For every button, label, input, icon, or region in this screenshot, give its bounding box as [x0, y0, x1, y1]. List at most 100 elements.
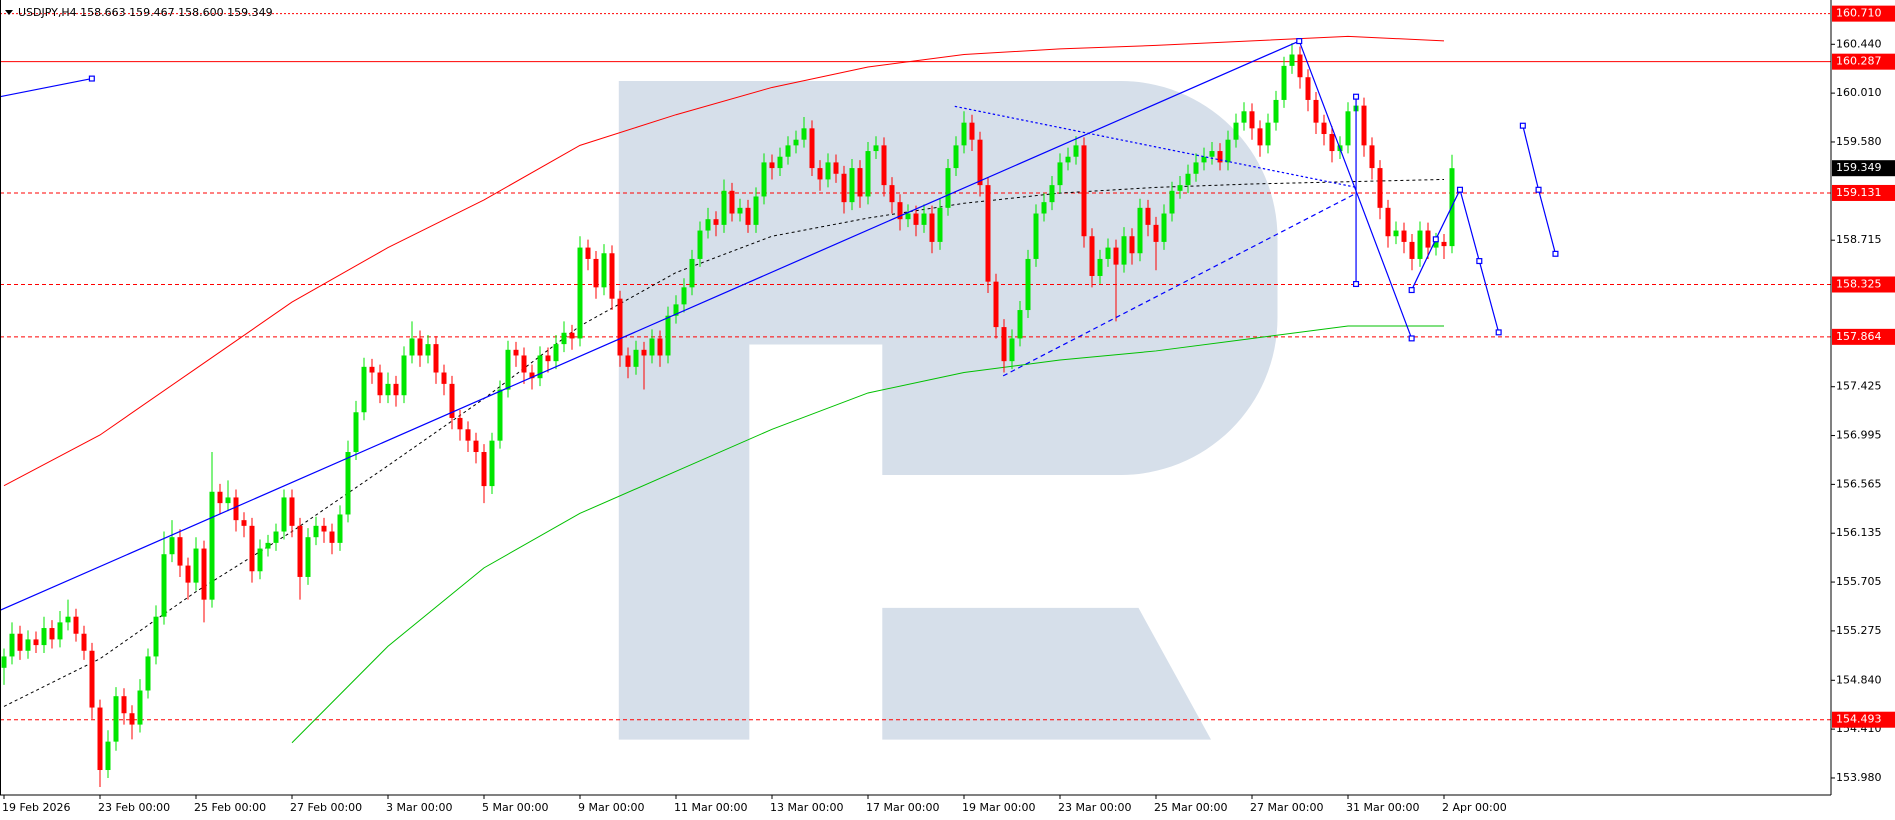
- candle-body: [1217, 151, 1223, 163]
- candle-body: [1009, 338, 1015, 362]
- marker: [1476, 258, 1483, 265]
- candle-body: [361, 366, 367, 413]
- candle-body: [849, 168, 855, 203]
- candle-body: [369, 366, 375, 373]
- trend-line: [1002, 192, 1357, 377]
- candle-body: [689, 258, 695, 288]
- candle-body: [1257, 128, 1263, 146]
- candle-body: [569, 332, 575, 339]
- candle-body: [673, 304, 679, 316]
- x-tick-label: 11 Mar 00:00: [674, 801, 747, 814]
- candle-body: [489, 440, 495, 487]
- candle-body: [65, 616, 71, 623]
- y-tick-label: 160.440: [1836, 37, 1882, 50]
- candle-body: [1209, 151, 1215, 157]
- drawings: [0, 38, 1559, 611]
- candle-body: [937, 207, 943, 242]
- x-tick-label: 23 Feb 00:00: [98, 801, 170, 814]
- marker: [1353, 93, 1360, 100]
- candle-body: [577, 247, 583, 339]
- candle-body: [633, 349, 639, 367]
- candle-body: [1225, 139, 1231, 163]
- candle-body: [1137, 207, 1143, 254]
- candle-body: [665, 315, 671, 356]
- x-tick-label: 27 Feb 00:00: [290, 801, 362, 814]
- candle-body: [1001, 327, 1007, 362]
- candle-body: [585, 247, 591, 259]
- y-tick-label: 156.565: [1836, 477, 1882, 490]
- candle-body: [9, 633, 15, 657]
- candle-body: [825, 162, 831, 180]
- candle-body: [1049, 185, 1055, 203]
- candle-body: [1361, 105, 1367, 146]
- candle-body: [753, 196, 759, 225]
- candle-body: [953, 145, 959, 169]
- candle-body: [1289, 54, 1295, 66]
- level-label-box: [1832, 5, 1895, 22]
- x-tick-label: 13 Mar 00:00: [770, 801, 843, 814]
- candle-body: [1193, 162, 1199, 174]
- candle-body: [105, 741, 111, 771]
- candle-body: [505, 349, 511, 390]
- x-tick-label: 9 Mar 00:00: [578, 801, 644, 814]
- candle-body: [161, 554, 167, 617]
- candle-body: [977, 139, 983, 186]
- candle-body: [929, 213, 935, 242]
- marker: [1408, 335, 1415, 342]
- candle-body: [305, 537, 311, 577]
- candle-body: [625, 355, 631, 367]
- candle-body: [729, 190, 735, 214]
- candle-body: [1409, 241, 1415, 259]
- candle-body: [881, 145, 887, 186]
- candle-body: [329, 531, 335, 543]
- candle-body: [497, 389, 503, 441]
- candle-body: [1025, 258, 1031, 311]
- marker: [1519, 122, 1526, 129]
- candle-body: [681, 287, 687, 305]
- candle-body: [1121, 236, 1127, 265]
- candle-body: [1089, 236, 1095, 276]
- candle-body: [129, 713, 135, 725]
- candle-body: [1425, 230, 1431, 248]
- x-tick-label: 19 Feb 2026: [2, 801, 70, 814]
- candle-body: [1113, 247, 1119, 265]
- candle-body: [169, 537, 175, 555]
- candle-body: [193, 548, 199, 583]
- candle-body: [721, 190, 727, 225]
- candle-body: [737, 207, 743, 214]
- candle-body: [921, 213, 927, 225]
- candle-body: [545, 355, 551, 362]
- y-tick-label: 154.840: [1836, 673, 1882, 686]
- candle-body: [817, 168, 823, 180]
- candle-body: [561, 332, 567, 345]
- candle-body: [385, 383, 391, 396]
- candle-body: [353, 412, 359, 453]
- candle-body: [833, 162, 839, 174]
- candle-body: [1369, 145, 1375, 169]
- candle-body: [1177, 185, 1183, 191]
- candle-body: [17, 633, 23, 651]
- candle-body: [153, 616, 159, 657]
- candle-body: [601, 253, 607, 288]
- candle-body: [1265, 122, 1271, 146]
- marker: [88, 75, 95, 82]
- trend-line: [0, 40, 1300, 611]
- level-label: 154.493: [1836, 713, 1882, 726]
- candle-body: [49, 628, 55, 640]
- candle-body: [225, 497, 231, 504]
- candle-body: [985, 185, 991, 282]
- candle-body: [1017, 310, 1023, 339]
- candle-body: [265, 542, 271, 549]
- current-price-box: [1832, 160, 1895, 177]
- candle-body: [657, 338, 663, 356]
- candle-body: [481, 452, 487, 487]
- candle-body: [113, 696, 119, 742]
- marker: [1353, 280, 1360, 288]
- marker: [1432, 236, 1439, 243]
- candle-body: [137, 690, 143, 725]
- candle-body: [1169, 190, 1175, 214]
- candle-body: [761, 162, 767, 197]
- x-tick-label: 19 Mar 00:00: [962, 801, 1035, 814]
- y-tick-label: 155.275: [1836, 624, 1882, 637]
